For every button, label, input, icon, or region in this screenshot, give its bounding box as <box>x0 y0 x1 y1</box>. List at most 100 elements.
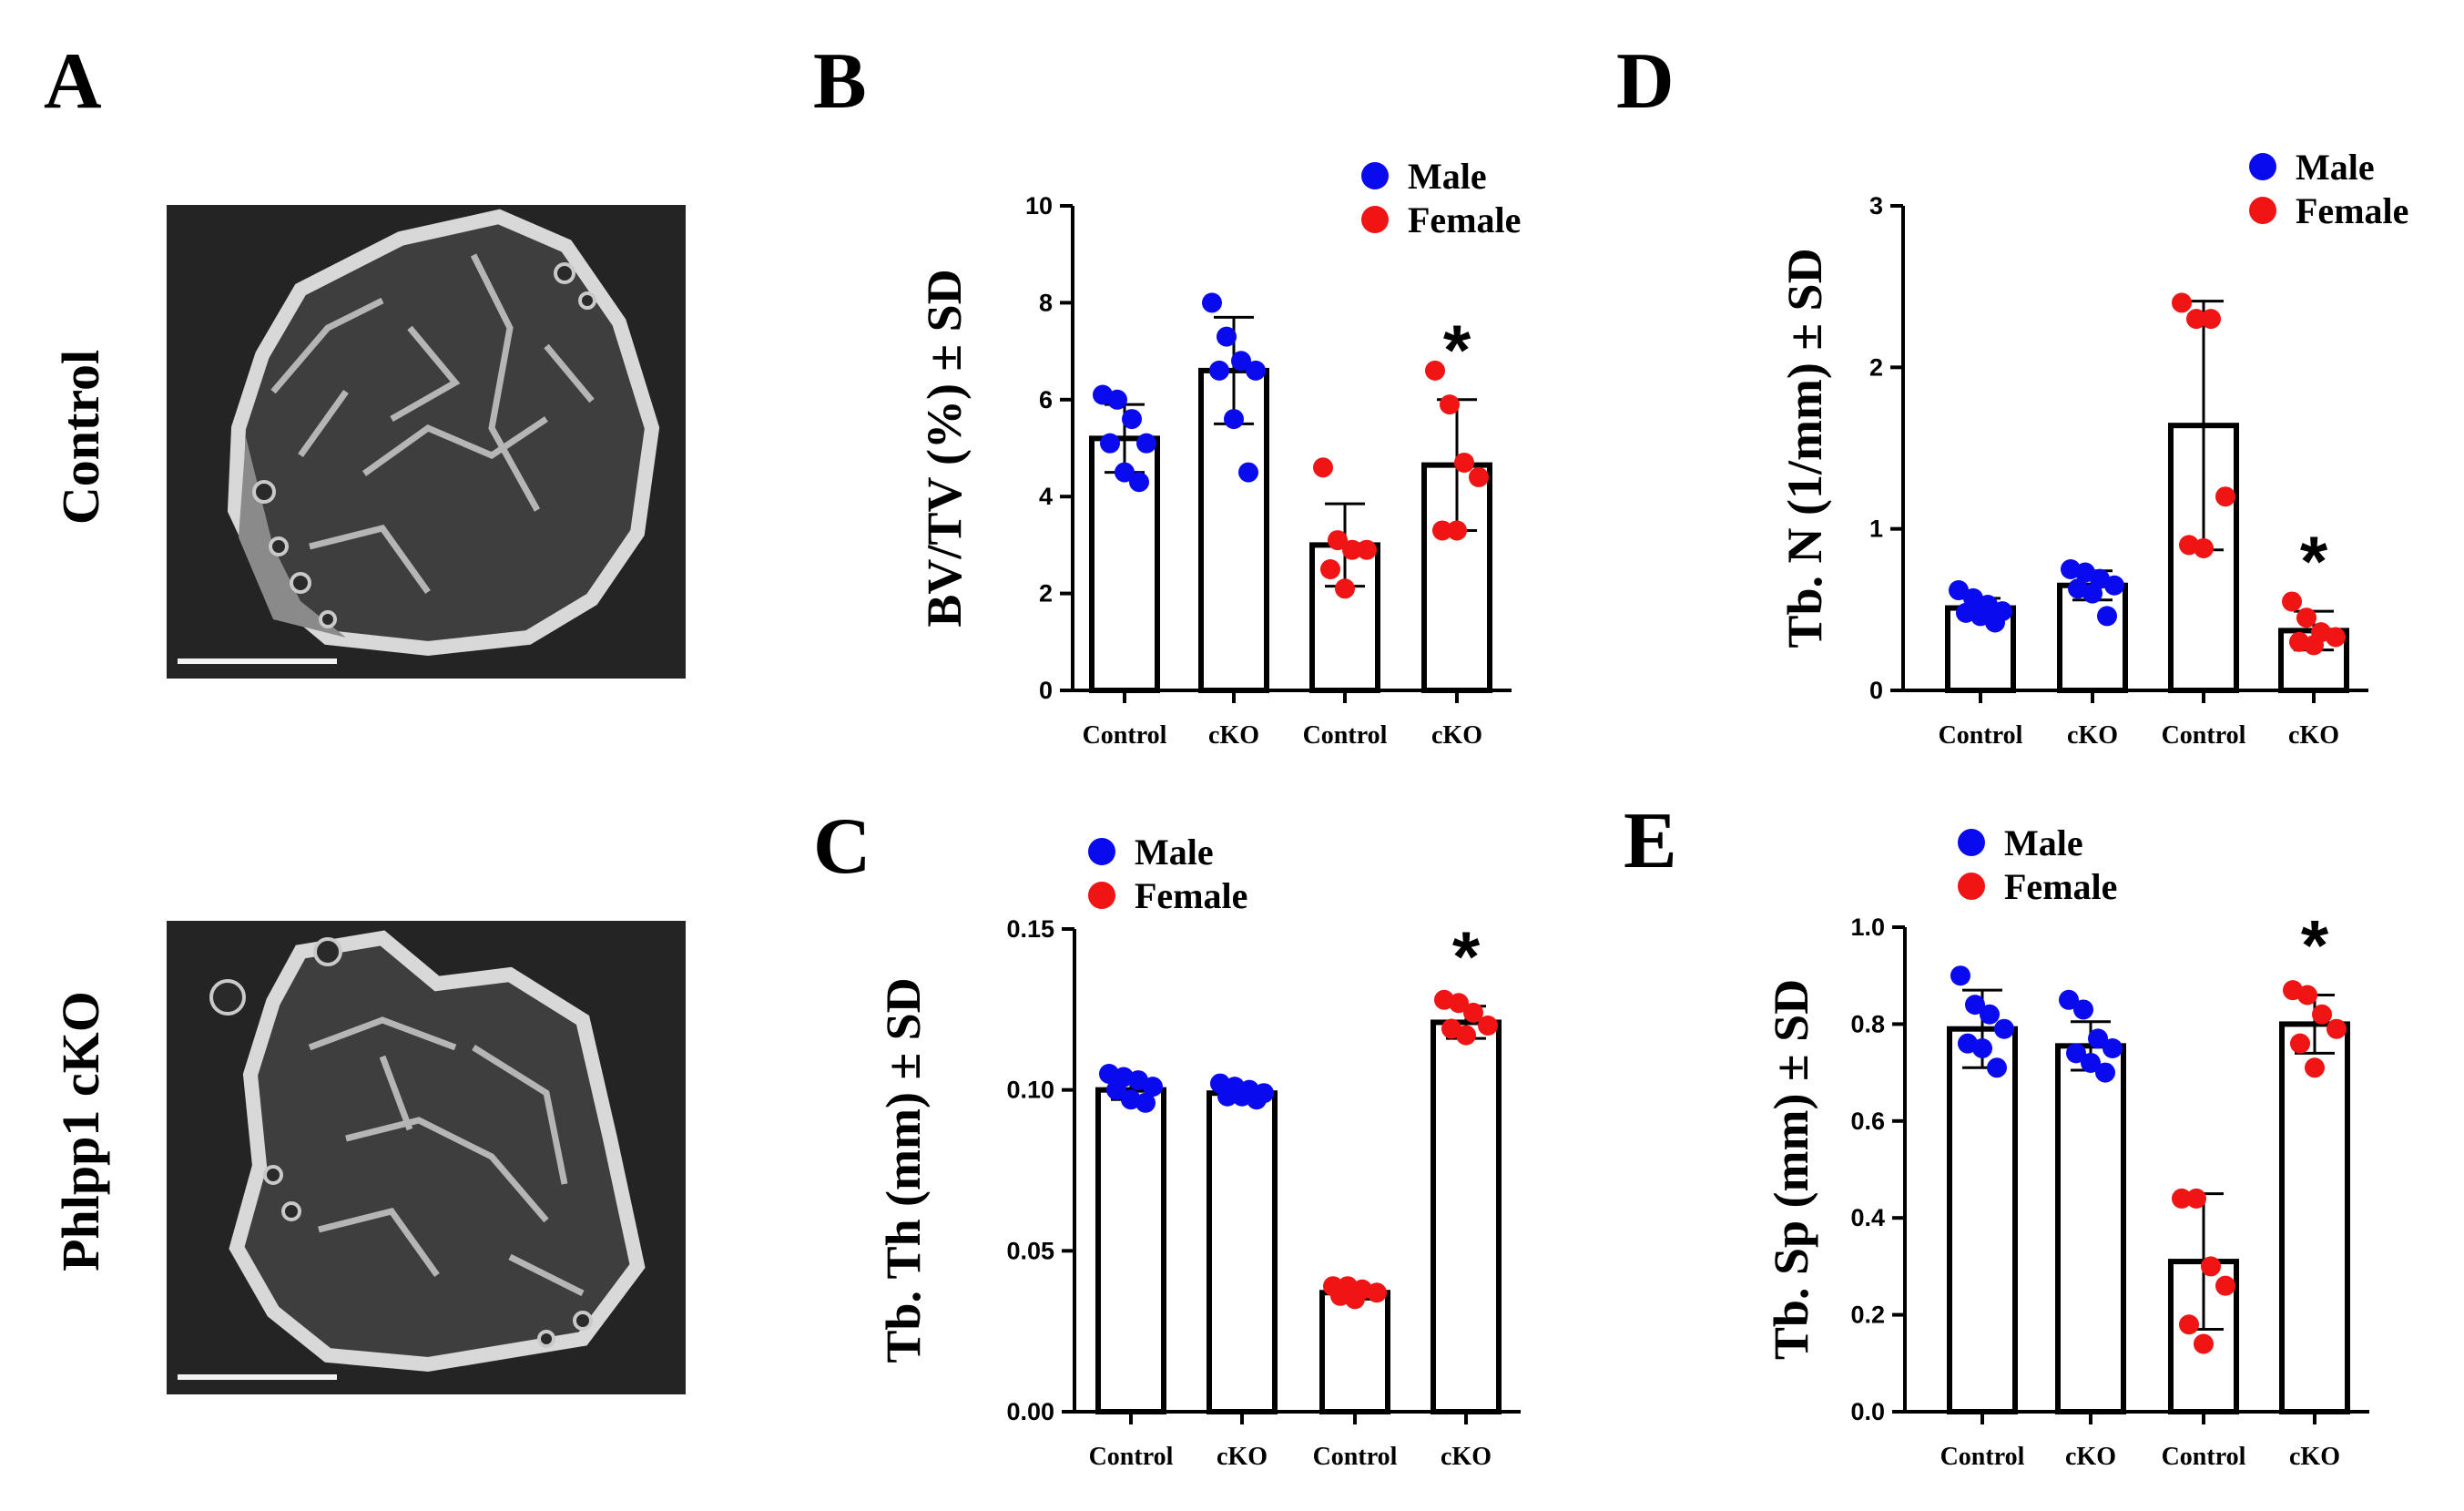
y-tick-label: 0 <box>1039 677 1053 704</box>
data-point <box>2172 1188 2192 1209</box>
data-point <box>2088 1028 2108 1049</box>
y-tick-label: 0.05 <box>1006 1237 1054 1264</box>
data-point <box>1367 1282 1387 1303</box>
x-tick-label: cKO <box>1431 721 1482 750</box>
panel-letter-b: B <box>813 37 867 126</box>
legend-male-label: Male <box>1408 156 1487 197</box>
control-row-label: Control <box>51 350 110 525</box>
data-point <box>1949 580 1969 601</box>
data-point <box>2297 985 2317 1006</box>
bar <box>1319 1290 1390 1415</box>
legend-male-marker <box>1361 162 1389 189</box>
y-axis-label: Tb. N (1/mm) ± SD <box>1777 248 1832 648</box>
legend-female-marker <box>1361 206 1389 233</box>
x-tick-label: cKO <box>1441 1443 1492 1471</box>
phlpp1-ckO-row-label: Phlpp1 cKO <box>51 991 110 1271</box>
y-axis-label: BV/TV (%) ± SD <box>917 269 972 627</box>
data-point <box>1357 539 1377 560</box>
data-point <box>2081 1052 2101 1073</box>
bar <box>1431 1019 1502 1414</box>
data-point <box>1129 472 1149 493</box>
data-point <box>2194 537 2214 558</box>
data-point <box>1202 292 1222 313</box>
data-point <box>1136 433 1156 454</box>
legend-male-label: Male <box>2004 822 2083 863</box>
data-point <box>1106 1079 1126 1100</box>
panel-letter-a: A <box>44 37 102 126</box>
data-point <box>2201 309 2221 330</box>
y-tick-label: 2 <box>1039 580 1053 607</box>
data-point <box>1440 394 1460 415</box>
data-point <box>2073 999 2093 1020</box>
bar <box>2279 1021 2350 1415</box>
data-point <box>1987 1057 2007 1078</box>
y-tick-label: 0.00 <box>1006 1398 1054 1425</box>
y-axis-label: Tb. Th (mm) ± SD <box>876 977 931 1363</box>
legend-female-marker <box>1958 873 1985 900</box>
data-point <box>2305 1057 2325 1078</box>
data-point <box>2296 607 2316 628</box>
data-point <box>2172 292 2192 313</box>
x-tick-label: Control <box>1939 721 2023 750</box>
data-point <box>1247 1089 1267 1110</box>
data-point <box>1425 360 1445 381</box>
data-point <box>1335 578 1355 599</box>
bar <box>1207 1090 1278 1414</box>
data-point <box>1238 462 1258 483</box>
chart-panel-d: D Tb. N (1/mm) ± SD 0 1 2 3 Control cKO Control… <box>1616 37 2408 750</box>
legend-male-marker <box>1088 838 1115 865</box>
significance-star: * <box>1443 310 1471 390</box>
x-tick-label: Control <box>1303 721 1388 750</box>
data-point <box>1107 389 1127 410</box>
data-point <box>1217 326 1237 347</box>
x-tick-label: Control <box>2162 721 2246 750</box>
y-tick-label: 2 <box>1869 353 1883 381</box>
data-point <box>1432 520 1452 541</box>
x-tick-label: cKO <box>2065 1443 2116 1471</box>
significance-star: * <box>2300 521 2328 601</box>
data-point <box>2215 1275 2235 1296</box>
data-point <box>1449 993 1469 1014</box>
data-point <box>2304 635 2324 656</box>
y-axis-label: Tb. Sp (mm) ± SD <box>1764 979 1818 1360</box>
significance-star: * <box>1452 916 1481 996</box>
legend-male-label: Male <box>2296 147 2375 188</box>
data-point <box>1456 1025 1476 1046</box>
data-point <box>1231 351 1251 372</box>
data-point <box>2312 1004 2332 1025</box>
x-tick-label: Control <box>1083 721 1167 750</box>
data-point <box>1994 1018 2014 1039</box>
data-point <box>1143 1077 1163 1098</box>
data-point <box>1447 520 1467 541</box>
legend-male-label: Male <box>1135 832 1214 873</box>
bar <box>1947 1026 2018 1414</box>
x-tick-label: cKO <box>1217 1443 1268 1471</box>
chart-panel-e: E Tb. Sp (mm) ± SD 0.0 0.2 0.4 0.6 0.8 1.0 Cont… <box>1624 797 2369 1471</box>
data-point <box>2282 591 2302 612</box>
y-tick-label: 6 <box>1039 386 1053 413</box>
legend-female-label: Female <box>1135 875 1247 916</box>
panel-a: A Control Phlpp1 cKO <box>44 37 686 1394</box>
y-tick-label: 8 <box>1039 289 1053 316</box>
x-tick-label: cKO <box>2288 721 2339 750</box>
y-tick-label: 3 <box>1869 192 1883 220</box>
data-point <box>1454 452 1474 473</box>
data-point <box>1246 360 1266 381</box>
data-point <box>2326 627 2346 648</box>
legend-female-marker <box>2249 197 2276 224</box>
y-tick-label: 0.15 <box>1006 915 1054 943</box>
legend-female-label: Female <box>2004 866 2117 907</box>
data-point <box>2186 1188 2206 1209</box>
data-point <box>2104 575 2124 596</box>
data-point <box>2186 309 2206 330</box>
y-tick-label: 0.0 <box>1850 1398 1885 1425</box>
data-point <box>1469 466 1489 487</box>
x-tick-label: Control <box>1940 1443 2025 1471</box>
bar <box>1095 1087 1166 1414</box>
data-point <box>2201 1256 2221 1277</box>
data-point <box>2103 1038 2123 1058</box>
panel-letter-c: C <box>813 802 871 891</box>
y-tick-label: 4 <box>1039 483 1053 510</box>
data-point <box>2179 1314 2199 1335</box>
